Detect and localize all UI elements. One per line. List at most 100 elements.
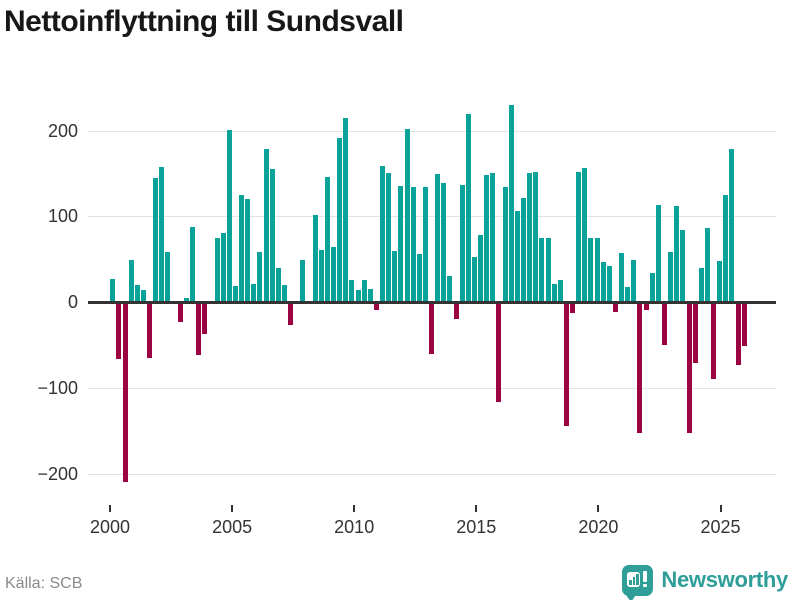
bar — [533, 171, 539, 301]
bar — [355, 289, 361, 301]
bar — [349, 280, 355, 301]
y-axis-tick-label: 0 — [67, 292, 78, 312]
bar — [398, 186, 404, 301]
bar — [232, 286, 238, 301]
bar — [471, 257, 477, 301]
bar — [226, 130, 232, 301]
x-axis-tick-label: 2025 — [700, 517, 741, 537]
bar — [380, 165, 386, 301]
bar — [557, 279, 563, 301]
bar — [251, 283, 257, 301]
mini-chart-window — [627, 571, 641, 587]
bar — [245, 198, 251, 301]
x-axis-tick-label: 2005 — [212, 517, 253, 537]
bar — [196, 304, 202, 356]
bar — [527, 173, 533, 301]
bar — [668, 252, 674, 301]
bar — [435, 174, 441, 301]
bar — [159, 167, 165, 301]
bar — [521, 198, 526, 301]
bar — [655, 204, 661, 301]
bar — [729, 149, 735, 301]
bar — [735, 304, 741, 365]
bar — [367, 288, 373, 301]
x-axis-tick-label: 2000 — [89, 517, 131, 537]
bar — [551, 283, 557, 301]
exclamation-icon — [643, 570, 647, 582]
gridline — [88, 473, 776, 475]
bar — [128, 259, 134, 301]
bar — [343, 118, 349, 301]
bar — [275, 268, 281, 301]
bar — [239, 194, 245, 301]
bar — [600, 262, 606, 301]
bar — [490, 173, 496, 301]
bar — [153, 178, 159, 301]
bar — [576, 172, 582, 301]
bar — [441, 182, 447, 301]
bar — [202, 304, 208, 334]
bar — [337, 138, 343, 301]
bar — [318, 249, 324, 301]
bar — [122, 304, 128, 482]
bar — [429, 304, 435, 354]
bar — [698, 268, 704, 301]
mini-bar-icon — [629, 579, 632, 585]
gridline — [88, 216, 776, 218]
bar — [484, 174, 490, 301]
bar — [422, 186, 428, 301]
x-axis-tick — [109, 505, 111, 512]
bar — [453, 304, 459, 320]
exclamation-dot-icon — [643, 583, 647, 587]
newsworthy-logo-link[interactable]: Newsworthy — [622, 562, 788, 600]
bar — [214, 237, 220, 301]
bar — [619, 252, 625, 301]
bar — [625, 287, 631, 301]
x-axis-tick — [719, 505, 722, 512]
bar — [741, 304, 747, 347]
bar — [324, 176, 330, 301]
bar — [300, 259, 306, 301]
y-axis-tick-label: −100 — [37, 377, 78, 398]
bar — [459, 185, 465, 301]
bar — [257, 252, 263, 301]
bar — [373, 304, 379, 310]
gridline — [88, 130, 776, 132]
bar — [502, 186, 508, 301]
y-axis-tick-label: 100 — [47, 206, 78, 227]
bar — [545, 237, 551, 301]
bar — [649, 272, 655, 301]
x-axis-tick-label: 2015 — [456, 517, 497, 537]
bar — [582, 168, 588, 301]
source-note: Källa: SCB — [5, 575, 83, 592]
brand-name: Newsworthy — [661, 567, 788, 592]
bar — [330, 246, 336, 301]
bar — [711, 304, 717, 380]
bar — [410, 186, 416, 301]
y-axis-tick-label: −200 — [37, 463, 78, 484]
bar — [361, 280, 367, 301]
bar — [704, 228, 710, 301]
bar — [386, 173, 392, 301]
gridline — [88, 387, 776, 389]
bar — [288, 304, 294, 326]
bar — [416, 253, 422, 301]
x-axis-tick — [597, 505, 600, 512]
bar — [643, 304, 649, 310]
bar — [514, 210, 520, 301]
bar — [539, 237, 545, 301]
bar — [281, 284, 287, 301]
bar — [134, 284, 140, 301]
bar — [686, 304, 692, 434]
bar — [147, 304, 153, 359]
newsworthy-bubble-chart-icon — [622, 564, 654, 600]
x-axis-tick — [353, 505, 356, 512]
y-axis-tick-label: 200 — [47, 120, 78, 141]
bar — [662, 304, 667, 346]
bar — [312, 215, 318, 301]
bar — [478, 234, 484, 301]
bar — [496, 304, 502, 402]
x-axis-tick-label: 2020 — [578, 517, 619, 537]
bar — [165, 252, 171, 301]
